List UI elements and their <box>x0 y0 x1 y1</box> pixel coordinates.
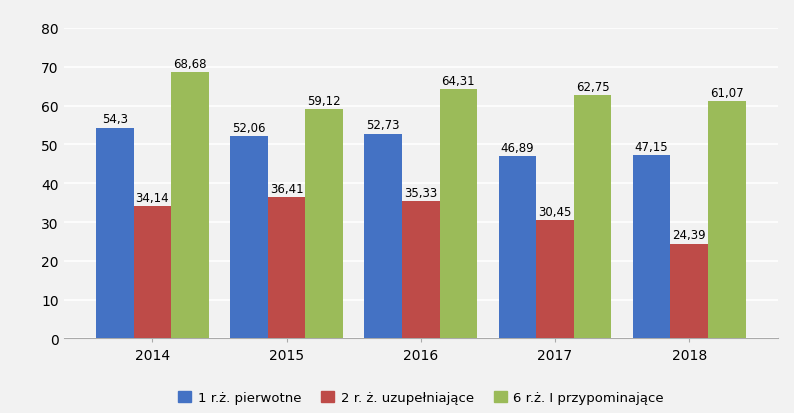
Bar <box>708 102 746 339</box>
Text: 59,12: 59,12 <box>307 95 341 107</box>
Bar <box>133 206 172 339</box>
Text: 52,73: 52,73 <box>367 119 400 132</box>
Text: 46,89: 46,89 <box>501 142 534 155</box>
Text: 61,07: 61,07 <box>710 87 744 100</box>
Bar <box>440 90 477 339</box>
Text: 54,3: 54,3 <box>102 113 128 126</box>
Bar <box>96 128 133 339</box>
Bar <box>306 110 343 339</box>
Text: 64,31: 64,31 <box>441 74 476 87</box>
Text: 47,15: 47,15 <box>635 141 669 154</box>
Text: 35,33: 35,33 <box>404 187 437 199</box>
Text: 24,39: 24,39 <box>673 229 706 242</box>
Bar <box>633 156 670 339</box>
Bar <box>670 244 708 339</box>
Text: 62,75: 62,75 <box>576 81 610 93</box>
Bar <box>574 96 611 339</box>
Text: 34,14: 34,14 <box>136 191 169 204</box>
Bar <box>499 157 536 339</box>
Bar <box>172 73 209 339</box>
Bar <box>268 198 306 339</box>
Bar <box>402 202 440 339</box>
Text: 68,68: 68,68 <box>173 57 206 70</box>
Bar <box>230 137 268 339</box>
Legend: 1 r.ż. pierwotne, 2 r. ż. uzupełniające, 6 r.ż. I przypominające: 1 r.ż. pierwotne, 2 r. ż. uzupełniające,… <box>172 385 669 409</box>
Text: 36,41: 36,41 <box>270 183 303 195</box>
Bar <box>364 135 402 339</box>
Text: 52,06: 52,06 <box>233 122 266 135</box>
Text: 30,45: 30,45 <box>538 206 572 218</box>
Bar <box>536 221 574 339</box>
